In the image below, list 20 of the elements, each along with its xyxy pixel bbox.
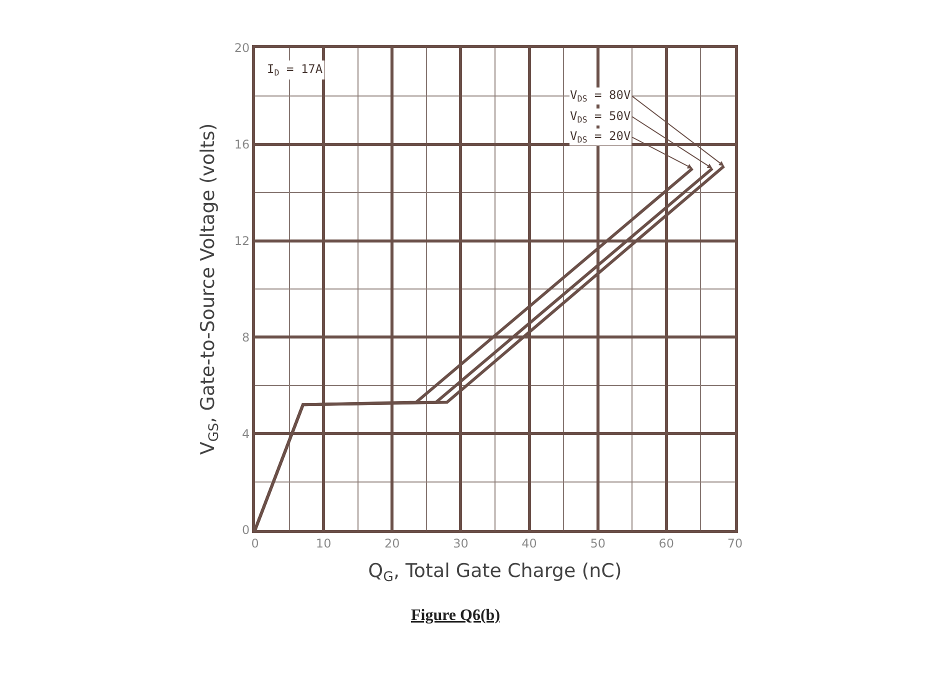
x-tick-label: 30 [453,536,468,550]
text: V$_{DS}$ = 50V [570,109,631,125]
y-tick-label: 4 [242,426,250,441]
x-tick-label: 20 [384,536,400,550]
x-tick-label: 60 [658,536,674,550]
annotation: I$_{D}$ = 17A [267,62,324,78]
y-tick-label: 8 [242,330,250,344]
x-tick-label: 40 [522,536,537,550]
x-tick-label: 70 [727,536,743,550]
text: V$_{DS}$ = 20V [570,129,631,145]
y-tick-label: 20 [234,41,250,56]
y-tick-label: 0 [242,523,250,538]
x-axis-title: Q$_{G}$, Total Gate Charge (nC) [368,560,622,586]
x-tick-label: 10 [316,536,332,550]
caption: Figure Q6(b) [411,607,500,624]
text: V$_{DS}$ = 80V [570,88,631,104]
x-tick-label: 0 [251,536,259,550]
x-tick-label: 50 [590,536,606,550]
y-tick-label: 12 [234,234,250,248]
y-tick-label: 16 [234,138,250,152]
